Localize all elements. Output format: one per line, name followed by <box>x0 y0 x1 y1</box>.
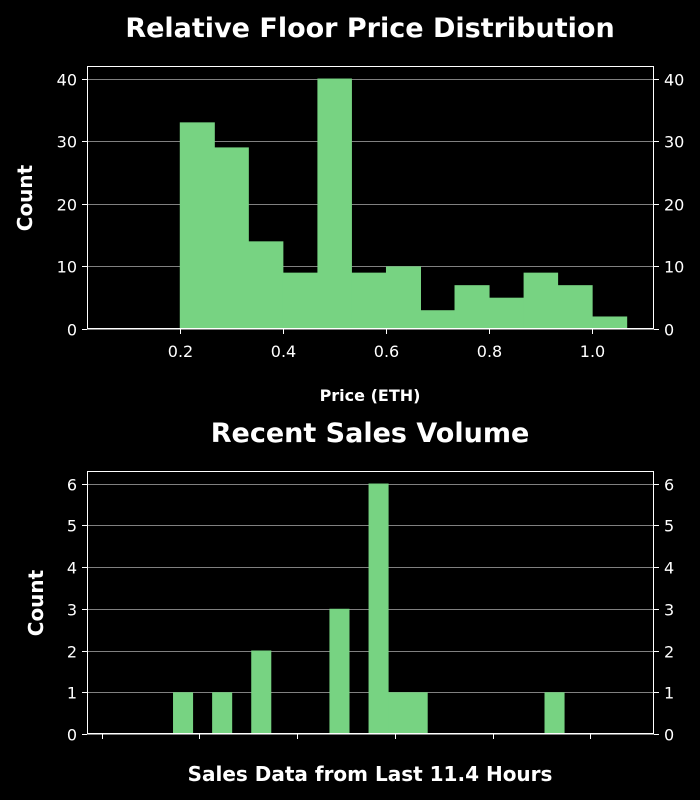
y-tick-label: 10 <box>57 258 77 277</box>
bar <box>557 285 593 329</box>
plot-frame <box>87 66 654 329</box>
y-tick-label-right: 30 <box>664 133 684 152</box>
x-tick-label: 0.2 <box>168 342 193 361</box>
y-tick-label-right: 5 <box>664 517 674 536</box>
y-tick-label-right: 0 <box>664 321 674 340</box>
chart-title: Recent Sales Volume <box>211 418 530 449</box>
x-tick-label: 0.4 <box>271 342 296 361</box>
y-tick-label: 20 <box>57 196 77 215</box>
y-tick-label: 30 <box>57 133 77 152</box>
bar <box>329 608 350 734</box>
y-axis-label: Count <box>24 569 48 636</box>
y-tick-label-right: 20 <box>664 196 684 215</box>
y-tick-label: 3 <box>67 601 77 620</box>
plot-frame <box>87 471 654 734</box>
bar <box>248 241 284 329</box>
y-tick-label: 1 <box>67 684 77 703</box>
sales-volume-chart: Recent Sales Volume 0 0 1 1 2 2 3 3 4 4 5 5 6 6 Sales… <box>24 418 674 786</box>
y-tick-label-right: 0 <box>664 726 674 745</box>
y-tick-label: 6 <box>67 476 77 495</box>
bar <box>317 78 352 330</box>
chart-title: Relative Floor Price Distribution <box>125 13 614 44</box>
bar <box>214 147 249 329</box>
y-tick-label-right: 40 <box>664 71 684 90</box>
x-axis-label: Sales Data from Last 11.4 Hours <box>188 762 553 786</box>
x-axis-label: Price (ETH) <box>320 386 421 405</box>
bar <box>212 692 233 734</box>
bar <box>251 650 272 734</box>
y-tick-label-right: 1 <box>664 684 674 703</box>
bar <box>179 122 215 329</box>
plot-area: 0 0 1 1 2 2 3 3 4 4 5 5 6 6 <box>67 471 674 745</box>
y-axis-label: Count <box>13 164 37 231</box>
bar <box>454 285 490 329</box>
bar <box>282 272 318 329</box>
y-tick-label: 0 <box>67 726 77 745</box>
bar <box>368 483 389 734</box>
bar <box>385 266 421 329</box>
y-tick-label-right: 10 <box>664 258 684 277</box>
bar <box>592 316 628 329</box>
y-tick-label-right: 6 <box>664 476 674 495</box>
y-tick-label-right: 3 <box>664 601 674 620</box>
y-tick-label: 4 <box>67 559 77 578</box>
bar <box>523 272 559 329</box>
bar <box>420 310 456 329</box>
plot-area: 0 0 10 10 20 20 30 30 40 40 0.2 0.4 0.6 0.8 1.0 <box>57 66 684 361</box>
bar <box>351 272 387 329</box>
x-tick-label: 1.0 <box>580 342 605 361</box>
y-tick-label-right: 4 <box>664 559 674 578</box>
y-tick-label: 5 <box>67 517 77 536</box>
y-tick-label: 0 <box>67 321 77 340</box>
price-distribution-chart: Relative Floor Price Distribution 0 0 10 10… <box>13 13 684 405</box>
bar <box>489 297 525 329</box>
x-tick-label: 0.8 <box>477 342 502 361</box>
x-tick-label: 0.6 <box>374 342 399 361</box>
y-tick-label-right: 2 <box>664 643 674 662</box>
bar <box>407 692 428 734</box>
bar <box>173 692 194 734</box>
y-tick-label: 40 <box>57 71 77 90</box>
y-tick-label: 2 <box>67 643 77 662</box>
bar <box>388 692 409 734</box>
bar <box>544 692 565 734</box>
